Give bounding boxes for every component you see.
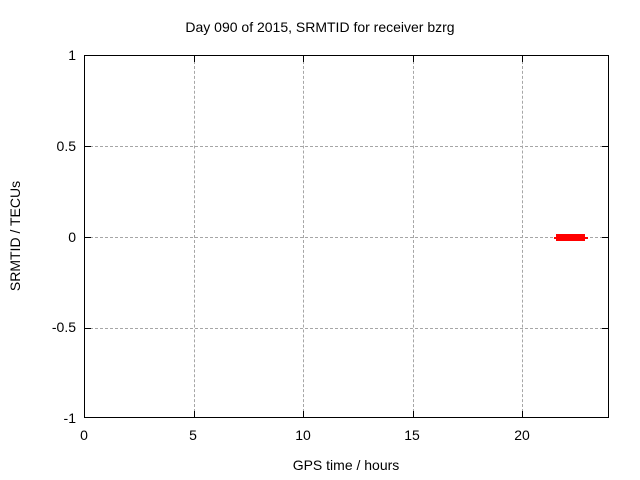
x-tick-mark [303,56,304,62]
x-tick-label: 0 [80,427,88,443]
y-tick-label: -0.5 [51,319,76,335]
y-tick-mark [85,146,91,147]
y-tick-mark [602,237,608,238]
chart-title: Day 090 of 2015, SRMTID for receiver bzr… [185,19,455,35]
data-series-segment [556,234,585,241]
x-tick-label: 15 [404,427,420,443]
gridline-horizontal [85,328,608,329]
gridline-vertical [522,56,523,417]
y-tick-mark [85,328,91,329]
x-tick-mark [522,56,523,62]
gridline-vertical [194,56,195,417]
gridline-horizontal [85,237,608,238]
x-tick-mark [413,411,414,417]
x-tick-mark [194,411,195,417]
gridline-horizontal [85,146,608,147]
x-tick-mark [194,56,195,62]
x-tick-label: 20 [514,427,530,443]
gridline-vertical [303,56,304,417]
y-tick-mark [85,237,91,238]
y-tick-mark [602,328,608,329]
y-tick-label: -1 [63,410,76,426]
plot-area [84,55,609,418]
x-axis-label: GPS time / hours [292,457,400,473]
y-tick-mark [602,146,608,147]
y-tick-label: 0 [68,229,76,245]
x-tick-label: 10 [295,427,311,443]
y-tick-label: 1 [68,47,76,63]
x-tick-mark [303,411,304,417]
x-tick-mark [413,56,414,62]
x-tick-label: 5 [189,427,197,443]
gridline-vertical [413,56,414,417]
y-tick-label: 0.5 [56,138,76,154]
x-tick-mark [522,411,523,417]
